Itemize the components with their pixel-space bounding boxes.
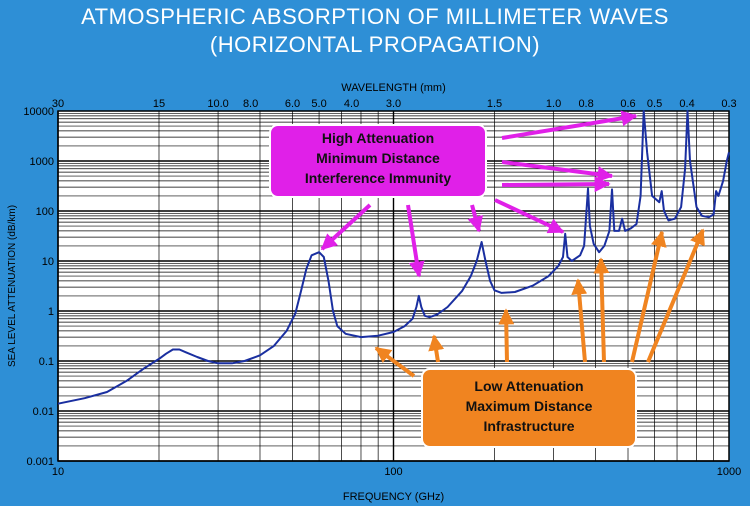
y-tick-label: 1000 [30,156,54,168]
attenuation-curve [57,110,730,405]
low-attenuation-arrow [646,228,705,363]
callout-high-line3: Interference Immunity [304,170,452,186]
top-tick-label: 0.4 [679,98,694,110]
x-tick-label: 1000 [717,466,741,478]
low-attenuation-arrow [593,257,610,363]
callout-high-line2: Minimum Distance [316,150,440,166]
y-axis-label: SEA LEVEL ATTENUATION (dB/km) [7,205,18,367]
low-attenuation-arrow [571,278,588,363]
low-attenuation-arrow [374,346,416,378]
callout-high-line1: High Attenuation [321,130,435,146]
top-tick-label: 1.5 [487,98,502,110]
top-tick-label: 0.5 [647,98,662,110]
high-attenuation-arrow [501,160,614,183]
callout-low-attenuation: Low Attenuation Maximum Distance Infrast… [421,368,637,448]
y-tick-label: 100 [36,206,54,218]
y-tick-label: 10000 [23,106,54,118]
top-tick-label: 0.6 [620,98,635,110]
series-lines [57,110,730,405]
top-tick-label: 15 [153,98,165,110]
y-tick-label: 0.1 [39,356,54,368]
top-tick-label: 1.0 [546,98,561,110]
top-tick-label: 3.0 [386,98,401,110]
top-tick-label: 10.0 [207,98,228,110]
callout-high-attenuation: High Attenuation Minimum Distance Interf… [269,124,487,198]
high-attenuation-arrow [494,198,565,234]
y-tick-label: 0.01 [33,406,54,418]
top-tick-label: 5.0 [311,98,326,110]
high-attenuation-arrow [467,204,483,233]
plot-border [57,110,730,462]
low-attenuation-arrow [428,334,445,363]
top-tick-label: 4.0 [344,98,359,110]
y-tick-label: 10 [42,256,54,268]
high-attenuation-arrow [320,203,372,251]
chart-title-line1: ATMOSPHERIC ABSORPTION OF MILLIMETER WAV… [81,4,669,29]
callout-arrows [320,110,705,378]
x-axis-label: FREQUENCY (GHz) [343,491,444,503]
callout-low-line3: Infrastructure [483,418,575,434]
y-tick-label: 1 [48,306,54,318]
x-tick-label: 10 [52,466,64,478]
low-attenuation-arrow [498,308,515,363]
y-tick-label: 0.001 [26,456,54,468]
callout-low-line1: Low Attenuation [474,378,584,394]
top-tick-label: 0.3 [721,98,736,110]
top-axis-label: WAVELENGTH (mm) [341,82,446,94]
top-tick-label: 8.0 [243,98,258,110]
high-attenuation-arrow [501,110,638,140]
high-attenuation-arrow [501,176,611,193]
tick-labels: 0.001 0.01 0.1 1 10 100 1000 10000 10 100 1000 30 15… [23,98,741,478]
chart-title-line2: (HORIZONTAL PROPAGATION) [209,32,541,57]
low-attenuation-arrow [630,230,667,363]
callout-low-line2: Maximum Distance [465,398,593,414]
high-attenuation-arrow [406,204,425,278]
top-tick-label: 0.8 [578,98,593,110]
top-tick-label: 6.0 [285,98,300,110]
x-tick-label: 100 [384,466,402,478]
top-tick-label: 30 [52,98,64,110]
